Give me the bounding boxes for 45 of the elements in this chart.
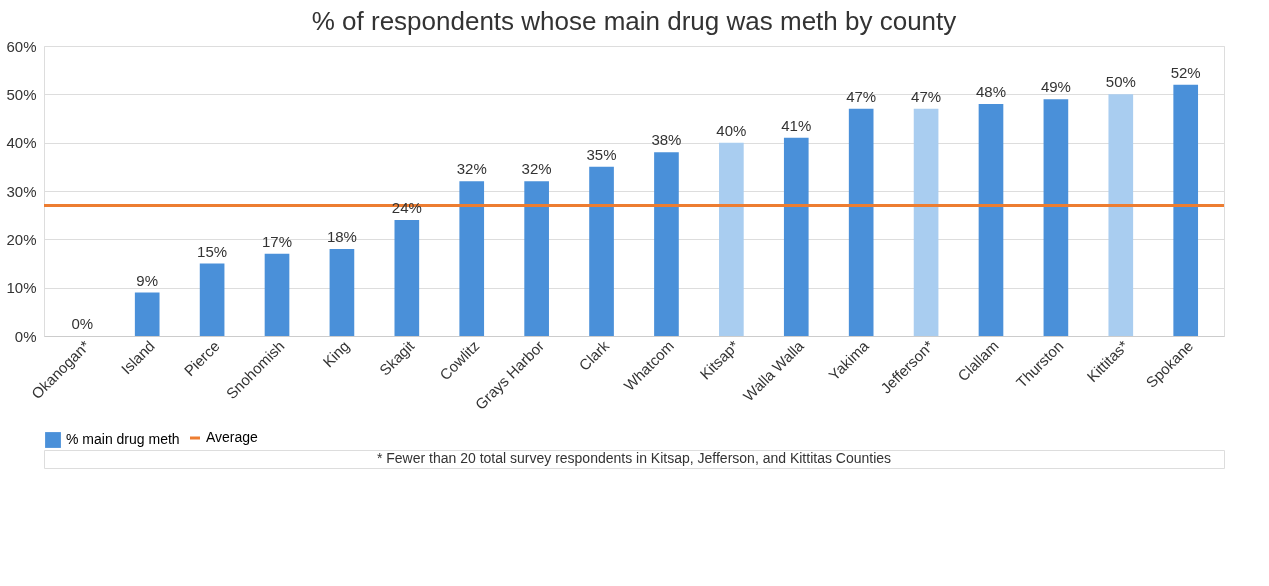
data-label: 9% bbox=[136, 271, 159, 289]
data-label: 38% bbox=[651, 131, 682, 149]
data-label: 32% bbox=[521, 160, 552, 178]
data-label: 52% bbox=[1170, 63, 1201, 81]
data-label: 40% bbox=[716, 121, 747, 139]
y-tick-label: 40% bbox=[6, 134, 37, 152]
bar bbox=[1108, 94, 1134, 336]
data-label: 17% bbox=[262, 232, 293, 250]
bar bbox=[783, 137, 809, 336]
y-tick-label: 50% bbox=[6, 85, 37, 103]
bar bbox=[978, 104, 1004, 336]
legend-label: % main drug meth bbox=[66, 431, 180, 447]
bar bbox=[394, 220, 420, 336]
data-label: 47% bbox=[846, 87, 877, 105]
bar bbox=[459, 181, 485, 336]
y-tick-label: 0% bbox=[14, 327, 37, 345]
text: * Fewer than 20 total survey respondents in Kitsap, Jefferson, and Kittitas Counties bbox=[376, 450, 892, 466]
bar bbox=[1043, 99, 1069, 336]
y-tick-label: 10% bbox=[6, 279, 37, 297]
bar bbox=[848, 108, 874, 336]
data-label: 41% bbox=[781, 116, 812, 134]
bar bbox=[654, 152, 679, 336]
bar bbox=[913, 108, 939, 336]
legend-label: Average bbox=[206, 429, 259, 445]
data-label: 0% bbox=[71, 315, 94, 332]
data-label: 50% bbox=[1105, 73, 1136, 91]
data-label: 48% bbox=[975, 83, 1006, 100]
y-tick-label: 20% bbox=[6, 230, 37, 248]
bar bbox=[264, 253, 290, 336]
bar bbox=[134, 292, 160, 336]
bar bbox=[719, 142, 744, 336]
data-label: 49% bbox=[1040, 78, 1071, 96]
chart-title: % of respondents whose main drug was meth by county bbox=[311, 6, 957, 36]
data-label: 35% bbox=[586, 145, 617, 163]
bar bbox=[1173, 84, 1199, 336]
y-tick-label: 60% bbox=[6, 37, 37, 55]
data-label: 47% bbox=[911, 87, 942, 105]
data-label: 32% bbox=[456, 160, 487, 178]
data-label: 15% bbox=[197, 242, 228, 260]
data-label: 18% bbox=[326, 228, 357, 245]
bar bbox=[589, 166, 614, 336]
y-tick-label: 30% bbox=[6, 182, 37, 200]
bar bbox=[524, 181, 549, 336]
bar bbox=[329, 249, 355, 336]
bar bbox=[199, 263, 225, 336]
